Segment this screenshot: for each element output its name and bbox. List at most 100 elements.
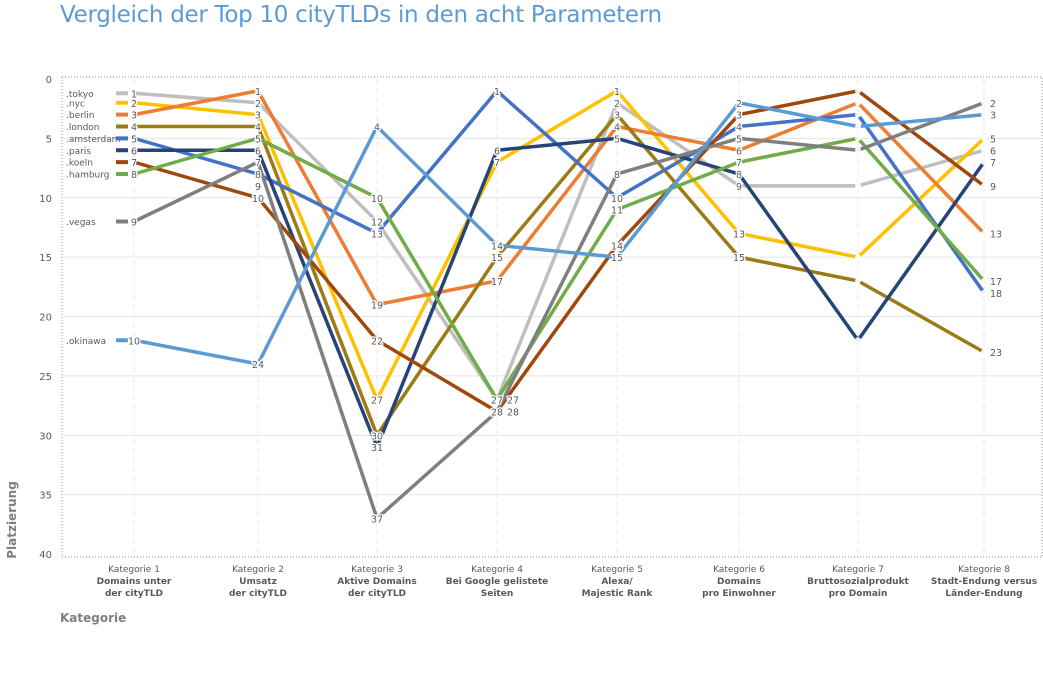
data-point-paris <box>255 147 261 154</box>
data-point-paris <box>494 147 500 154</box>
data-label-okinawa: 10 <box>128 336 140 347</box>
chart-title: Vergleich der Top 10 cityTLDs in den ach… <box>60 2 662 28</box>
data-label-amsterdam: 18 <box>990 289 1002 300</box>
x-tick-label-category-8: Kategorie 8 <box>958 565 1010 575</box>
data-point-okinawa <box>614 254 620 261</box>
data-point-nyc <box>374 396 380 403</box>
data-label-hamburg: 8 <box>131 170 137 181</box>
data-label-paris: 6 <box>494 146 500 157</box>
data-label-hamburg: 17 <box>990 277 1002 288</box>
data-point-vegas <box>255 159 261 166</box>
data-point-vegas <box>614 171 620 177</box>
data-point-vegas <box>981 99 987 106</box>
data-label-hamburg: 27 <box>507 396 519 407</box>
data-point-hamburg <box>736 159 742 166</box>
data-point-okinawa <box>855 123 861 130</box>
data-point-nyc <box>855 254 861 261</box>
data-label-amsterdam: 10 <box>611 194 623 205</box>
data-label-hamburg: 10 <box>371 194 383 205</box>
data-label-london: 4 <box>131 123 137 134</box>
data-label-koeln: 10 <box>252 194 264 205</box>
data-label-okinawa: 2 <box>736 99 742 110</box>
data-label-london: 30 <box>371 431 383 442</box>
data-point-koeln <box>981 182 987 189</box>
data-label-amsterdam: 1 <box>494 87 500 98</box>
data-point-london <box>736 254 742 261</box>
data-point-nyc <box>255 111 261 118</box>
data-label-paris: 8 <box>736 170 742 181</box>
data-label-okinawa: 3 <box>990 111 996 122</box>
data-label-vegas: 2 <box>990 99 996 110</box>
data-label-hamburg: 5 <box>255 134 261 145</box>
data-label-amsterdam: 8 <box>255 170 261 181</box>
data-label-amsterdam: 13 <box>371 229 383 240</box>
series-line-paris <box>134 136 986 452</box>
data-point-berlin <box>374 301 380 308</box>
series-line-nyc <box>133 88 986 404</box>
data-point-berlin <box>614 123 620 130</box>
data-point-tokyo <box>614 99 620 106</box>
x-tick-label-category-8: Länder-Endung <box>945 589 1022 599</box>
x-tick-label-category-2: der cityTLD <box>229 589 287 599</box>
x-tick-label-category-1: Domains unter <box>97 577 172 587</box>
x-tick-label-category-2: Umsatz <box>239 577 277 587</box>
data-point-berlin <box>855 99 861 106</box>
legend-label-london: .london <box>66 123 100 133</box>
data-point-hamburg <box>494 396 500 403</box>
data-label-berlin: 13 <box>990 229 1002 240</box>
data-point-amsterdam <box>494 87 500 94</box>
data-point-okinawa <box>981 111 987 118</box>
data-point-london <box>494 254 500 261</box>
data-label-berlin: 6 <box>736 146 742 157</box>
x-tick-label-category-1: der cityTLD <box>105 589 163 599</box>
data-label-berlin: 1 <box>255 87 261 98</box>
legend-label-tokyo: .tokyo <box>66 90 94 100</box>
data-point-koeln <box>255 194 261 201</box>
data-point-vegas <box>855 147 861 154</box>
data-label-paris: 31 <box>371 443 383 454</box>
data-point-hamburg <box>614 206 620 213</box>
x-tick-label-category-3: Kategorie 3 <box>351 565 403 575</box>
x-tick-label-category-5: Alexa/ <box>601 577 633 587</box>
x-tick-label-category-7: Bruttosozialprodukt <box>807 577 909 587</box>
data-label-nyc: 5 <box>990 134 996 145</box>
x-tick-label-category-6: pro Einwohner <box>702 589 776 599</box>
legend-label-paris: .paris <box>66 147 91 157</box>
data-point-koeln <box>736 111 742 118</box>
data-point-london <box>981 349 987 356</box>
y-tick-label: 25 <box>39 372 52 383</box>
data-point-berlin <box>494 277 500 284</box>
data-point-amsterdam <box>374 230 380 237</box>
legend-label-hamburg: .hamburg <box>66 171 110 181</box>
data-label-paris: 7 <box>990 158 996 169</box>
legend-label-amsterdam: .amsterdam <box>66 135 120 145</box>
y-tick-label: 0 <box>46 75 52 86</box>
data-label-koeln: 7 <box>131 158 137 169</box>
data-label-london: 15 <box>491 253 503 264</box>
data-point-okinawa <box>494 242 500 249</box>
x-tick-label-category-4: Bei Google gelistete <box>446 577 549 587</box>
data-label-koeln: 3 <box>736 111 742 122</box>
legend-label-nyc: .nyc <box>66 99 85 109</box>
data-point-berlin <box>255 87 261 94</box>
data-label-paris: 5 <box>614 134 620 145</box>
x-tick-label-category-8: Stadt-Endung versus <box>931 577 1037 587</box>
data-label-berlin: 19 <box>371 301 383 312</box>
data-point-koeln <box>374 337 380 344</box>
data-label-paris: 6 <box>131 146 137 157</box>
data-label-vegas: 5 <box>736 134 742 145</box>
data-point-amsterdam <box>736 123 742 130</box>
data-label-nyc: 3 <box>255 111 261 122</box>
series-line-okinawa <box>133 100 985 366</box>
data-label-hamburg: 11 <box>611 206 623 217</box>
x-tick-label-category-7: pro Domain <box>829 589 888 599</box>
data-label-berlin: 4 <box>614 123 620 134</box>
legend-label-okinawa: .okinawa <box>66 337 106 347</box>
data-label-berlin: 17 <box>491 277 503 288</box>
data-label-koeln: 9 <box>990 182 996 193</box>
data-point-okinawa <box>736 99 742 106</box>
series-line-berlin <box>133 88 986 307</box>
x-tick-label-category-5: Majestic Rank <box>582 589 654 599</box>
data-label-nyc: 2 <box>131 99 137 110</box>
